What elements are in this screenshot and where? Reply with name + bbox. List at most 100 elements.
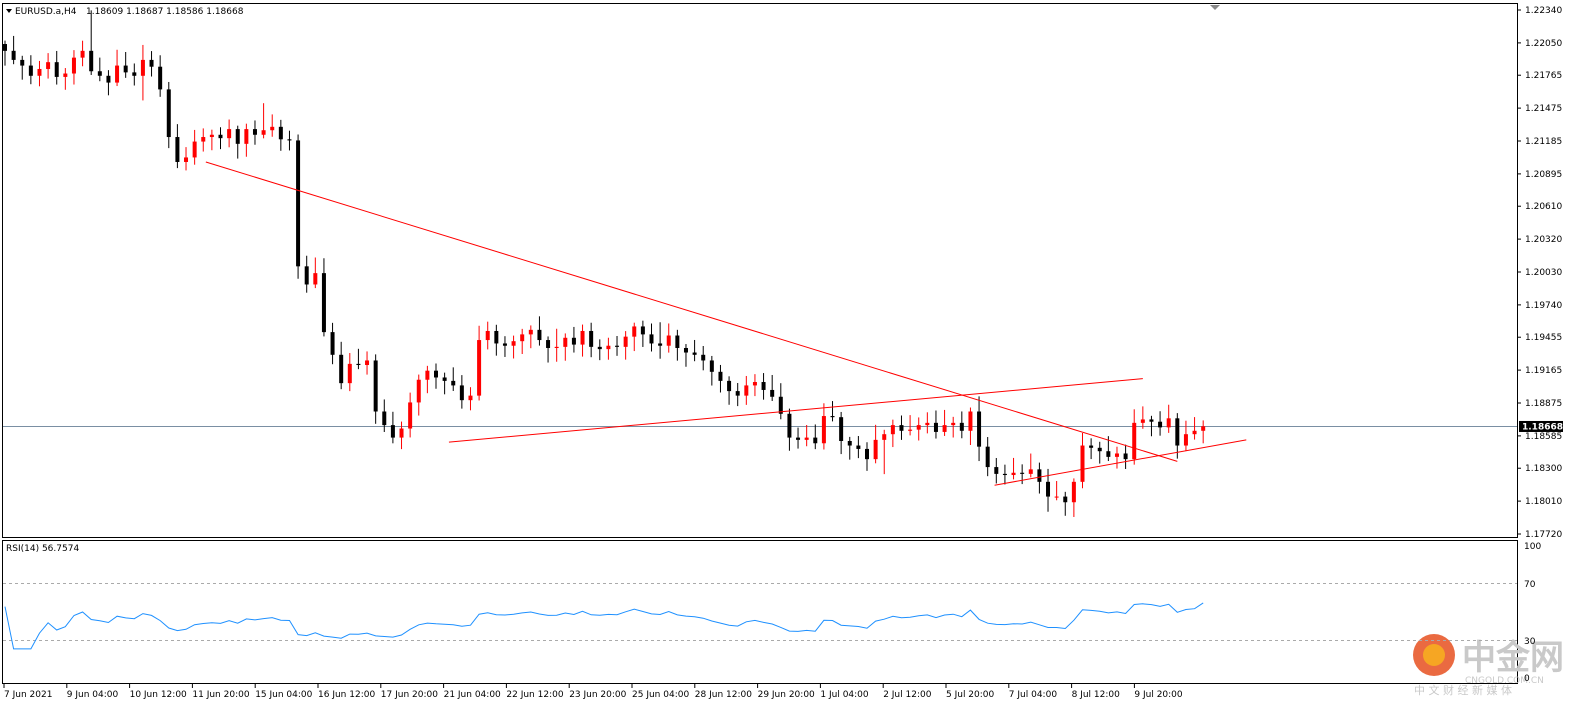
price-tick-label: 1.21475 [1525,104,1562,114]
candle-body [37,68,42,76]
candle-body [97,71,102,76]
candle-body [985,446,990,468]
candle-body [175,137,180,162]
candle-body [494,330,499,344]
candle [287,130,292,151]
candle [899,415,904,440]
candle-body [580,330,585,345]
candle [235,125,240,159]
dropdown-triangle-icon[interactable] [6,9,12,13]
candle-body [683,347,688,353]
price-tick-label: 1.17720 [1525,530,1562,540]
candle [847,436,852,460]
candle-body [563,337,568,347]
price-tick-label: 1.18875 [1525,399,1562,409]
candle-body [304,266,309,285]
candle [571,326,576,353]
candle [744,375,749,405]
candle-body [1020,472,1025,474]
candle [1011,457,1016,480]
candle-body [485,330,490,341]
chart-shift-marker-icon[interactable] [1210,5,1220,10]
candle-body [390,425,395,438]
candle-body [115,65,120,83]
candle-body [951,422,956,426]
candle [511,335,516,359]
price-tick-label: 1.21185 [1525,137,1562,147]
candle [3,40,7,66]
rsi-label: RSI(14) 56.7574 [6,544,79,554]
descending-trendline[interactable] [205,161,1178,462]
candle [123,51,128,78]
candle [158,55,163,97]
price-tick-label: 1.19165 [1525,366,1562,376]
candle [115,49,120,87]
candle-body [770,389,775,397]
candle [649,323,654,352]
candle [951,416,956,438]
candle-body [709,360,714,372]
price-axis: 1.22340 1.22050 1.21765 1.21475 1.21185 1.208… [1517,6,1562,540]
candle [140,44,145,101]
candle-body [959,422,964,431]
candle-body [597,346,602,350]
candle-body [20,59,25,66]
time-tick-label: 17 Jun 20:00 [381,690,438,700]
candle-body [1097,447,1102,452]
candle-body [278,126,283,140]
candle [985,437,990,477]
candle-body [1011,472,1016,476]
ascending-trendline-lower[interactable] [994,439,1247,486]
candle-body [132,72,137,76]
candle-body [1201,426,1206,431]
rsi-axis-70: 70 [1524,580,1536,590]
ascending-trendline-upper[interactable] [448,378,1143,443]
candle [804,424,809,447]
candle-body [252,129,257,135]
time-tick-label: 9 Jul 20:00 [1134,690,1183,700]
candle-body [1183,434,1188,446]
candle-body [434,370,438,378]
candle-body [321,273,326,333]
candle-body [933,422,938,432]
candle [1158,411,1163,436]
symbol-label: EURUSD.a,H4 [15,7,77,17]
candle [252,120,257,145]
candle-body [356,363,361,366]
candle-body [942,425,947,432]
candle [1132,409,1137,465]
candle [658,322,663,359]
candle [209,129,214,151]
time-tick-label: 2 Jul 12:00 [883,690,932,700]
candle-body [925,422,930,426]
rsi-axis-30: 30 [1524,637,1536,647]
candle [787,408,792,451]
candle [615,335,620,356]
time-tick-label: 29 Jun 20:00 [758,690,815,700]
candle [192,129,197,165]
candle-body [235,129,240,144]
candle-body [640,326,645,335]
candle-body [718,371,723,381]
candle [416,374,421,416]
candle-body [727,380,732,392]
price-tick-label: 1.19455 [1525,333,1562,343]
candle [89,10,94,75]
candle-body [71,57,76,74]
candle [546,336,551,363]
candle-body [201,137,206,142]
candle [373,354,378,424]
candle [1149,415,1154,437]
candle-body [890,425,895,435]
candle-body [977,411,982,447]
candle [11,35,16,65]
candle-body [916,425,921,430]
candle [175,124,180,169]
candle-body [796,437,801,440]
candle [709,355,714,386]
candle [821,403,826,450]
candle [451,367,456,391]
watermark-domain: CNGOLD.COM.CN [1465,676,1544,686]
candle [425,365,430,394]
candle [502,336,507,357]
